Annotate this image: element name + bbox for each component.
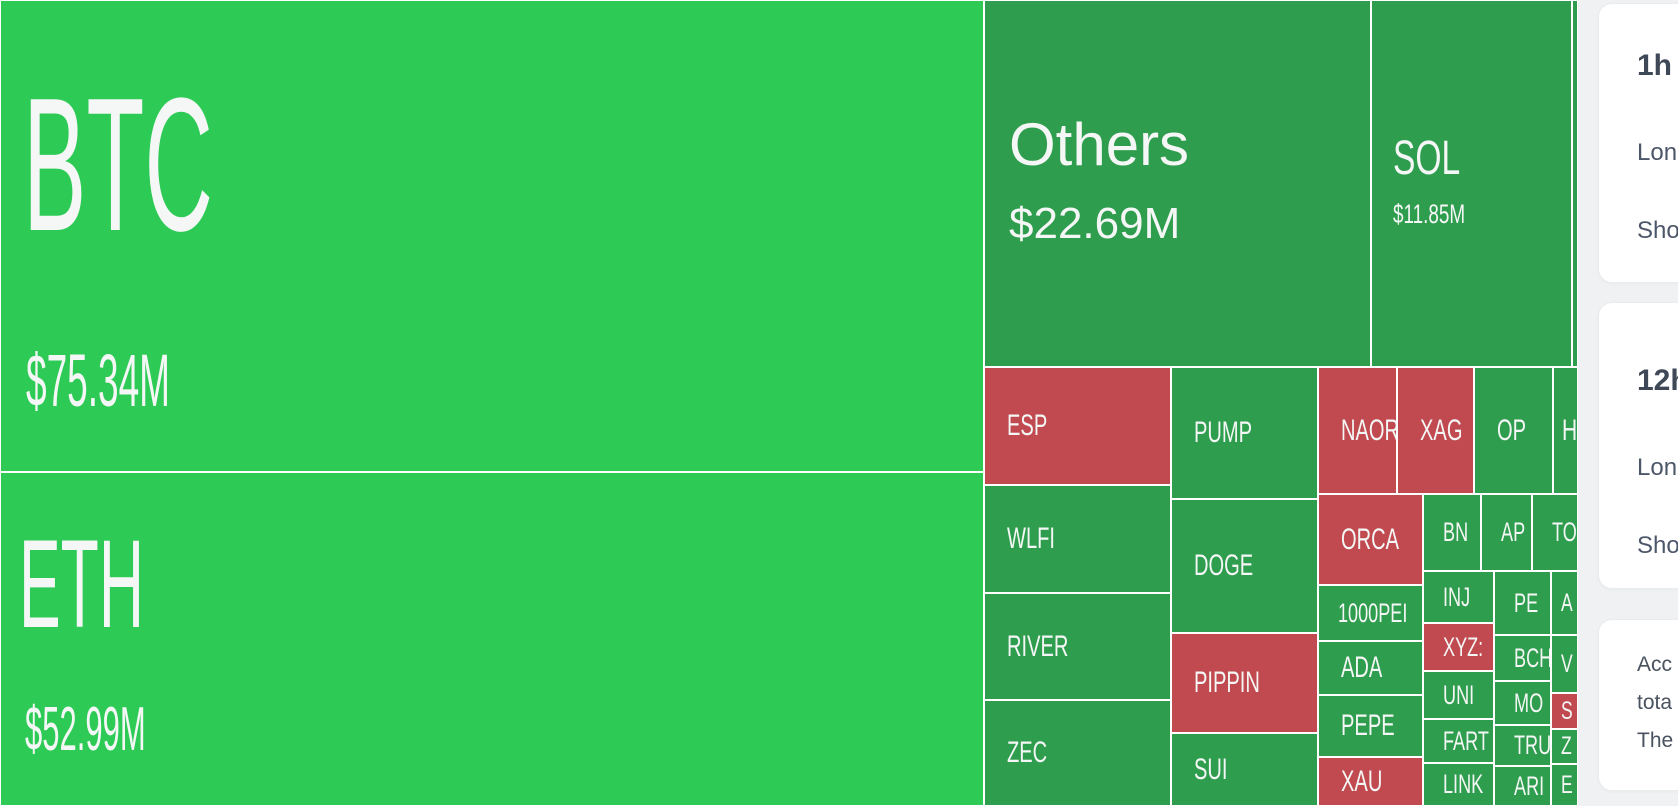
tile-symbol: LINK	[1443, 769, 1484, 799]
tile-symbol: 1000PEI	[1338, 597, 1408, 628]
tile-symbol: NAOR	[1341, 413, 1397, 447]
tile-symbol: OP	[1497, 413, 1527, 447]
timeframe-card-1h: 1h Long Short	[1598, 3, 1678, 283]
treemap-tile-uni[interactable]: UNI	[1423, 671, 1494, 719]
liquidation-treemap: BTC $75.34M ETH $52.99M Others $22.69M SOL $11.…	[0, 0, 1578, 806]
tile-symbol: TRU	[1514, 730, 1551, 760]
treemap-tile-bn[interactable]: BN	[1423, 494, 1481, 571]
tile-symbol: PIPPIN	[1194, 666, 1260, 699]
treemap-tile-ada[interactable]: ADA	[1318, 641, 1423, 695]
treemap-tile-xyz[interactable]: XYZ:	[1423, 623, 1494, 671]
long-row: Long	[1637, 454, 1678, 481]
tile-symbol: ZEC	[1007, 736, 1048, 769]
treemap-tile-to[interactable]: TO	[1532, 494, 1578, 571]
treemap-tile-mo[interactable]: MO	[1494, 681, 1551, 725]
tile-value: $11.85M	[1393, 199, 1466, 229]
treemap-tile-naor[interactable]: NAOR	[1318, 367, 1397, 494]
treemap-tile-e[interactable]: E	[1551, 764, 1578, 806]
summary-line: The	[1637, 729, 1674, 752]
treemap-tile-pump[interactable]: PUMP	[1171, 367, 1318, 499]
treemap-tile-1000pei[interactable]: 1000PEI	[1318, 585, 1423, 641]
tile-symbol: PE	[1514, 587, 1539, 618]
summary-line: tota	[1637, 691, 1673, 714]
treemap-tile-sui[interactable]: SUI	[1171, 733, 1318, 806]
treemap-tile-pippin[interactable]: PIPPIN	[1171, 633, 1318, 733]
treemap-tile-fart[interactable]: FART	[1423, 719, 1494, 763]
treemap-tile-pe[interactable]: PE	[1494, 571, 1551, 635]
tile-symbol: UNI	[1443, 679, 1475, 710]
tile-symbol: DOGE	[1194, 549, 1254, 582]
tile-symbol: ORCA	[1341, 522, 1400, 556]
treemap-tile-link[interactable]: LINK	[1423, 763, 1494, 806]
treemap-tile-edge-sliver[interactable]	[1572, 0, 1578, 367]
tile-symbol: E	[1561, 770, 1573, 799]
treemap-tile-doge[interactable]: DOGE	[1171, 499, 1318, 633]
treemap-tile-s[interactable]: S	[1551, 693, 1578, 729]
treemap-tile-tru[interactable]: TRU	[1494, 725, 1551, 766]
treemap-tile-eth[interactable]: ETH $52.99M	[0, 472, 984, 806]
short-row: Short	[1637, 217, 1678, 244]
tile-symbol: Others	[1009, 111, 1190, 178]
card-title-1h: 1h	[1637, 49, 1673, 82]
treemap-tile-others[interactable]: Others $22.69M	[984, 0, 1371, 367]
treemap-tile-z[interactable]: Z	[1551, 729, 1578, 764]
treemap-tile-a[interactable]: A	[1551, 571, 1578, 635]
tile-symbol: FART	[1443, 725, 1489, 756]
tile-symbol: SUI	[1194, 752, 1228, 786]
tile-symbol: SOL	[1393, 132, 1461, 185]
treemap-tile-xag[interactable]: XAG	[1397, 367, 1474, 494]
tile-symbol: ETH	[19, 515, 144, 654]
tile-symbol: XAU	[1341, 764, 1383, 798]
tile-symbol: BCH	[1514, 642, 1551, 673]
tile-symbol: PUMP	[1194, 416, 1253, 449]
tile-value: $75.34M	[26, 339, 170, 422]
tile-symbol: ADA	[1341, 651, 1383, 684]
treemap-tile-bch[interactable]: BCH	[1494, 635, 1551, 681]
treemap-tile-op[interactable]: OP	[1474, 367, 1553, 494]
card-title-12h: 12h	[1637, 364, 1678, 397]
treemap-tile-inj[interactable]: INJ	[1423, 571, 1494, 623]
treemap-tile-river[interactable]: RIVER	[984, 593, 1171, 700]
treemap-tile-btc[interactable]: BTC $75.34M	[0, 0, 984, 472]
tile-value: $52.99M	[25, 695, 146, 764]
treemap-tile-orca[interactable]: ORCA	[1318, 494, 1423, 585]
long-row: Long	[1637, 139, 1678, 166]
treemap-tile-xau[interactable]: XAU	[1318, 757, 1423, 806]
tile-symbol: PEPE	[1341, 709, 1395, 742]
tile-symbol: ESP	[1007, 409, 1048, 442]
tile-symbol: AP	[1501, 517, 1526, 547]
treemap-tile-h[interactable]: H	[1553, 367, 1578, 494]
timeframe-card-12h: 12h Long Short	[1598, 302, 1678, 589]
tile-symbol: BTC	[23, 59, 213, 271]
treemap-tile-ap[interactable]: AP	[1481, 494, 1532, 571]
treemap-tile-pepe[interactable]: PEPE	[1318, 695, 1423, 757]
tile-symbol: WLFI	[1007, 522, 1056, 555]
treemap-tile-ari[interactable]: ARI	[1494, 766, 1551, 806]
tile-symbol: RIVER	[1007, 629, 1069, 663]
tile-symbol: XAG	[1420, 413, 1463, 447]
tile-symbol: BN	[1443, 517, 1469, 547]
tile-symbol: Z	[1561, 732, 1572, 760]
treemap-tile-zec[interactable]: ZEC	[984, 700, 1171, 806]
tile-symbol: A	[1561, 588, 1573, 617]
treemap-tile-sol[interactable]: SOL $11.85M	[1371, 0, 1572, 367]
tile-symbol: S	[1561, 696, 1573, 725]
summary-card: Acc tota The	[1598, 619, 1678, 791]
tile-symbol: V	[1561, 649, 1573, 678]
treemap-tile-v[interactable]: V	[1551, 635, 1578, 693]
summary-line: Acc	[1637, 653, 1673, 676]
tile-symbol: XYZ:	[1443, 631, 1484, 662]
tile-symbol: ARI	[1514, 770, 1545, 801]
treemap-tile-esp[interactable]: ESP	[984, 367, 1171, 485]
short-row: Short	[1637, 532, 1678, 559]
tile-symbol: TO	[1552, 517, 1577, 547]
treemap-tile-wlfi[interactable]: WLFI	[984, 485, 1171, 593]
tile-symbol: MO	[1514, 687, 1544, 718]
tile-symbol: INJ	[1443, 581, 1471, 612]
tile-symbol: H	[1562, 413, 1578, 447]
tile-value: $22.69M	[1009, 199, 1181, 248]
